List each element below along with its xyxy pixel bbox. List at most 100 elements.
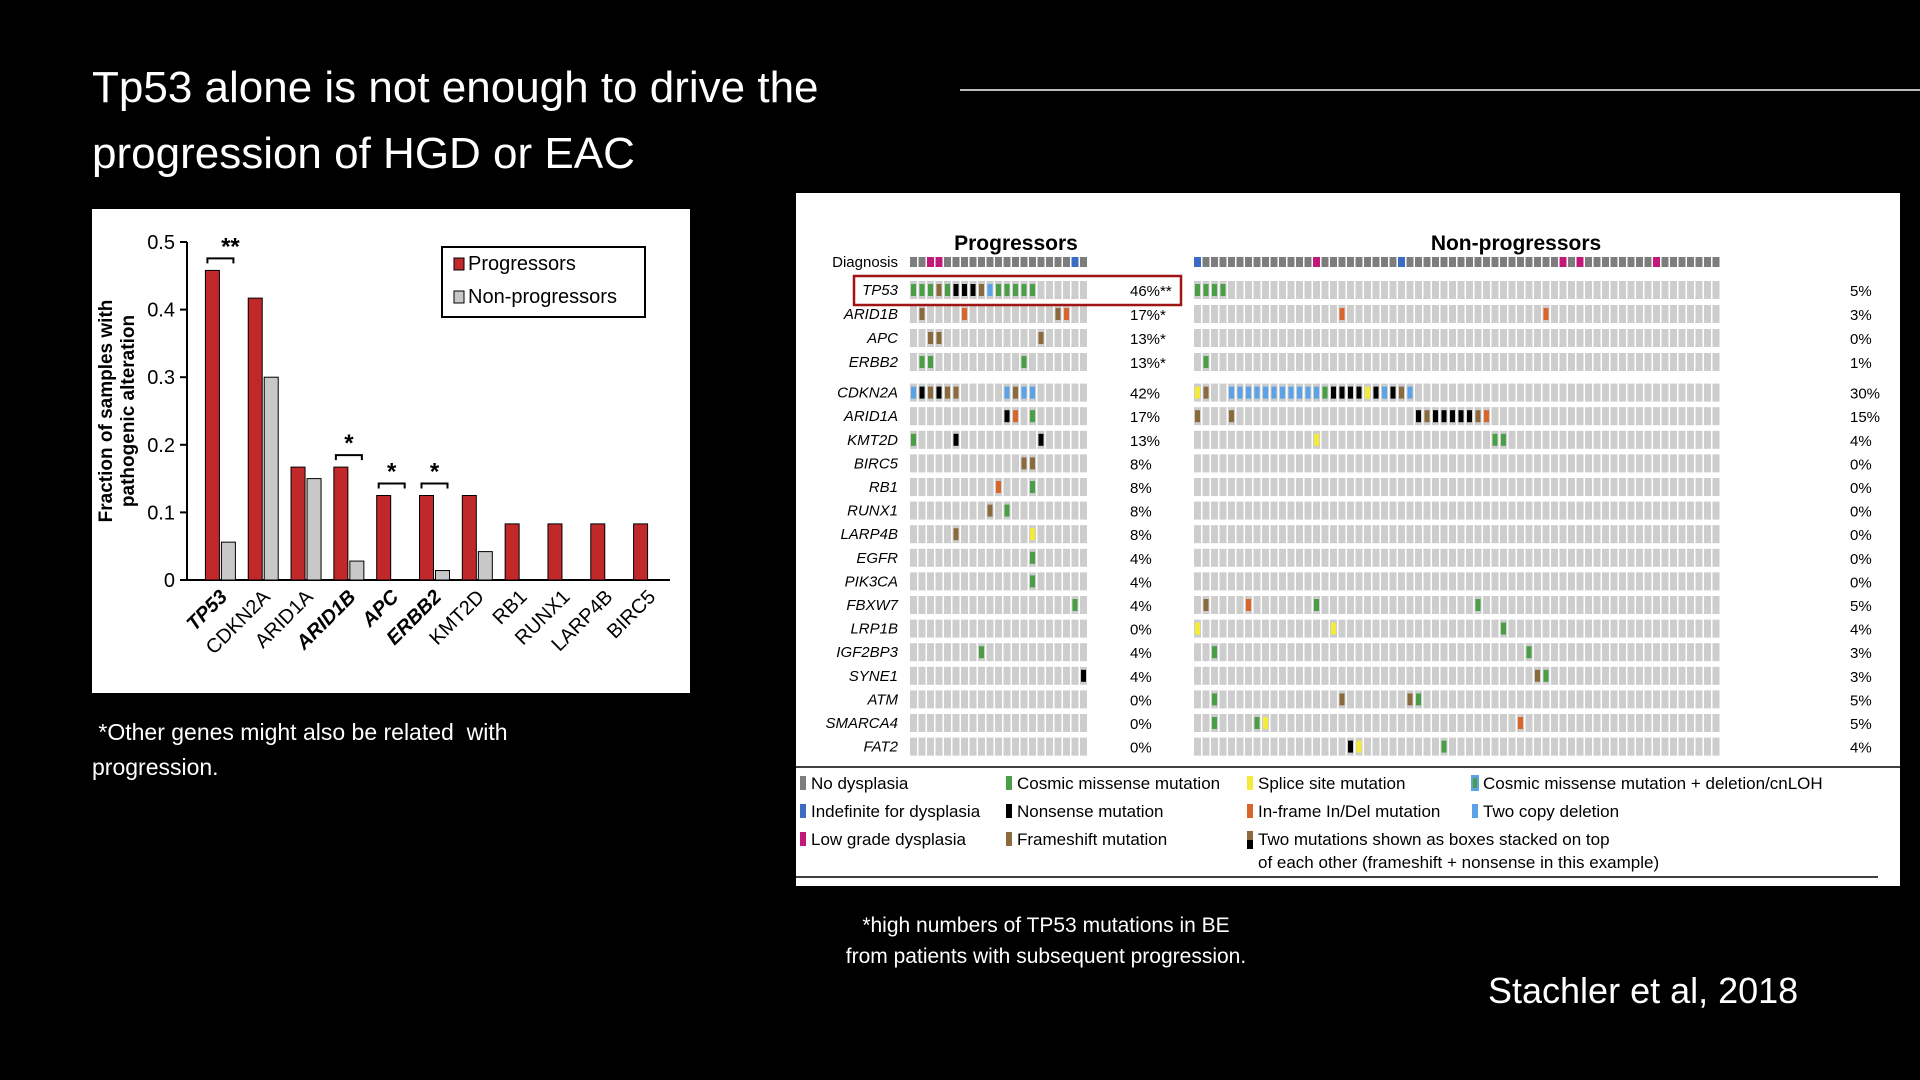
mutation-cell	[1704, 478, 1711, 496]
mutation-cell	[1313, 407, 1320, 426]
mutation-mark-missense	[1212, 646, 1217, 659]
mutation-cell	[1517, 281, 1524, 299]
footnote-line1: *Other genes might also be related with	[92, 719, 508, 745]
mutation-cell	[1423, 548, 1431, 567]
gene-label: APC	[866, 330, 898, 347]
mutation-cell	[1364, 501, 1371, 520]
mutation-mark-frameshift	[1203, 599, 1209, 611]
mutation-cell	[1457, 737, 1465, 756]
mutation-cell	[1398, 430, 1405, 449]
mutation-cell	[1483, 619, 1490, 638]
mutation-cell	[1287, 596, 1295, 614]
mutation-cell	[1304, 619, 1312, 638]
mutation-cell	[1347, 666, 1354, 685]
mutation-cell	[1653, 690, 1660, 709]
mutation-cell	[1466, 714, 1473, 732]
mutation-cell	[1202, 454, 1210, 473]
mutation-cell	[1457, 690, 1465, 709]
mutation-cell	[1219, 478, 1227, 496]
mutation-cell	[1576, 407, 1584, 426]
mutation-cell	[1347, 619, 1354, 638]
mutation-cell	[1627, 643, 1635, 662]
non-progressor-percent: 5%	[1850, 716, 1872, 733]
mutation-cell	[1687, 501, 1694, 520]
mutation-cell	[1012, 454, 1019, 473]
progressor-percent: 4%	[1130, 645, 1152, 662]
mutation-cell	[1202, 737, 1210, 756]
mutation-cell	[1644, 714, 1652, 732]
mutation-cell	[944, 572, 951, 591]
mutation-cell	[1262, 353, 1269, 371]
gene-label: RB1	[869, 479, 898, 496]
legend-swatch-stacked-top	[1247, 831, 1253, 840]
mutation-cell	[1593, 525, 1601, 544]
mutation-cell	[1559, 407, 1567, 426]
bar-progressors	[590, 523, 606, 581]
mutation-cell	[1525, 596, 1533, 614]
mutation-cell	[1517, 690, 1524, 709]
mutation-cell	[1364, 525, 1371, 544]
mutation-mark-frameshift	[1339, 693, 1345, 706]
mutation-cell	[1304, 353, 1312, 371]
mutation-cell	[1423, 329, 1431, 347]
mutation-cell	[1029, 329, 1036, 347]
mutation-cell	[1003, 525, 1011, 544]
mutation-mark-nonsense	[1004, 410, 1010, 423]
mutation-cell	[1330, 737, 1337, 756]
mutation-cell	[1500, 478, 1507, 496]
mutation-cell	[1228, 714, 1235, 732]
mutation-cell	[1678, 619, 1686, 638]
mutation-cell	[1491, 548, 1499, 567]
mutation-cell	[1219, 548, 1227, 567]
mutation-cell	[1287, 281, 1295, 299]
gene-label: CDKN2A	[837, 385, 898, 402]
mutation-cell	[1508, 596, 1516, 614]
mutation-cell	[1593, 329, 1601, 347]
mutation-cell	[1194, 353, 1201, 371]
mutation-cell	[1211, 305, 1218, 323]
mutation-cell	[1483, 454, 1490, 473]
mutation-mark-frameshift	[1203, 386, 1209, 399]
mutation-cell	[1211, 572, 1218, 591]
mutation-cell	[1610, 619, 1618, 638]
mutation-cell	[1262, 281, 1269, 299]
mutation-cell	[1364, 353, 1371, 371]
mutation-cell	[1262, 525, 1269, 544]
mutation-cell	[1712, 643, 1720, 662]
mutation-cell	[1534, 619, 1541, 638]
mutation-cell	[1071, 329, 1079, 347]
mutation-cell	[1296, 666, 1303, 685]
mutation-cell	[1551, 737, 1558, 756]
mutation-cell	[1602, 525, 1609, 544]
mutation-cell	[1304, 737, 1312, 756]
mutation-cell	[1037, 572, 1045, 591]
mutation-cell	[1364, 572, 1371, 591]
mutation-cell	[1296, 596, 1303, 614]
mutation-cell	[1619, 383, 1626, 402]
mutation-cell	[1372, 643, 1380, 662]
diagnosis-cell	[1457, 257, 1465, 267]
mutation-cell	[1551, 572, 1558, 591]
mutation-cell	[1644, 619, 1652, 638]
mutation-cell	[1500, 596, 1507, 614]
mutation-cell	[1372, 305, 1380, 323]
mutation-cell	[918, 619, 926, 638]
mutation-cell	[1449, 619, 1456, 638]
mutation-cell	[1585, 737, 1592, 756]
mutation-cell	[1406, 501, 1414, 520]
mutation-cell	[969, 305, 977, 323]
mutation-cell	[1576, 643, 1584, 662]
mutation-cell	[1313, 454, 1320, 473]
mutation-cell	[1389, 525, 1397, 544]
mutation-mark-missense	[996, 284, 1001, 296]
mutation-cell	[1003, 572, 1011, 591]
mutation-cell	[1321, 737, 1329, 756]
mutation-cell	[1054, 572, 1062, 591]
mutation-cell	[1194, 737, 1201, 756]
mutation-cell	[1432, 525, 1439, 544]
mutation-cell	[1449, 737, 1456, 756]
diagnosis-cell	[1525, 257, 1533, 267]
mutation-cell	[1508, 329, 1516, 347]
mutation-cell	[1046, 666, 1053, 685]
mutation-cell	[1054, 478, 1062, 496]
